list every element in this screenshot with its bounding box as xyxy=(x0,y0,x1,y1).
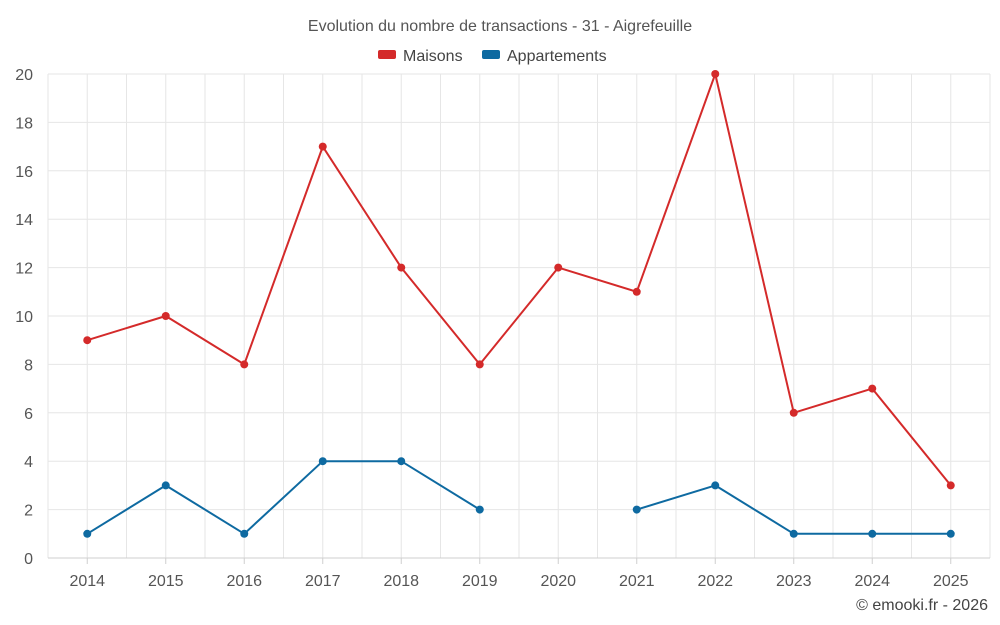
credit-text: © emooki.fr - 2026 xyxy=(856,597,988,614)
data-point-maisons[interactable] xyxy=(161,312,170,320)
x-tick-label: 2025 xyxy=(933,573,969,590)
y-tick-label: 16 xyxy=(15,164,33,181)
x-tick-label: 2019 xyxy=(462,573,498,590)
data-point-maisons[interactable] xyxy=(868,384,877,393)
data-point-maisons[interactable] xyxy=(632,287,641,296)
data-point-maisons[interactable] xyxy=(554,263,563,272)
data-point-appartements[interactable] xyxy=(632,505,641,514)
y-tick-label: 8 xyxy=(24,357,33,374)
data-point-appartements[interactable] xyxy=(240,529,249,538)
axes: 0 2 4 6 8 10 12 14 16 18 20 2014 2015 2016 2017 2018 201… xyxy=(15,67,990,590)
x-tick-label: 2017 xyxy=(305,573,341,590)
y-tick-label: 18 xyxy=(15,115,33,132)
x-tick-label: 2022 xyxy=(697,573,733,590)
data-point-appartements[interactable] xyxy=(161,481,170,490)
y-tick-label: 12 xyxy=(15,261,33,278)
x-tick-label: 2023 xyxy=(776,573,812,590)
data-point-maisons[interactable] xyxy=(789,408,798,417)
x-tick-label: 2021 xyxy=(619,573,655,590)
data-point-appartements[interactable] xyxy=(789,529,798,538)
y-tick-label: 20 xyxy=(15,67,33,84)
data-point-maisons[interactable] xyxy=(318,142,327,151)
data-point-maisons[interactable] xyxy=(240,360,249,369)
legend-label-appartements[interactable]: Appartements xyxy=(507,48,607,65)
data-point-maisons[interactable] xyxy=(946,481,955,490)
series-line-appartements xyxy=(86,460,481,535)
series xyxy=(83,70,955,538)
data-point-appartements[interactable] xyxy=(83,529,92,538)
data-point-appartements[interactable] xyxy=(318,457,327,466)
data-point-maisons[interactable] xyxy=(83,336,92,345)
y-tick-label: 0 xyxy=(24,551,33,568)
data-point-appartements[interactable] xyxy=(868,529,877,538)
legend-swatch-maisons xyxy=(378,50,396,59)
y-tick-label: 6 xyxy=(24,406,33,423)
legend-label-maisons[interactable]: Maisons xyxy=(403,48,463,65)
series-line-maisons xyxy=(86,73,952,487)
chart-title: Evolution du nombre de transactions - 31… xyxy=(308,18,692,35)
y-tick-label: 14 xyxy=(15,212,33,229)
data-point-appartements[interactable] xyxy=(397,457,406,466)
y-tick-label: 2 xyxy=(24,503,33,520)
x-tick-label: 2018 xyxy=(383,573,419,590)
x-tick-label: 2015 xyxy=(148,573,184,590)
x-tick-label: 2016 xyxy=(226,573,262,590)
x-tick-label: 2020 xyxy=(540,573,576,590)
data-point-maisons[interactable] xyxy=(711,70,720,78)
data-point-appartements[interactable] xyxy=(946,529,955,538)
data-point-appartements[interactable] xyxy=(711,481,720,490)
data-point-maisons[interactable] xyxy=(475,360,484,369)
x-tick-label: 2024 xyxy=(854,573,890,590)
data-point-appartements[interactable] xyxy=(475,505,484,514)
legend-swatch-appartements xyxy=(482,50,500,59)
data-point-maisons[interactable] xyxy=(397,263,406,272)
x-tick-label: 2014 xyxy=(69,573,105,590)
y-tick-label: 10 xyxy=(15,309,33,326)
y-tick-label: 4 xyxy=(24,454,33,471)
legend: Maisons Appartements xyxy=(378,48,607,65)
